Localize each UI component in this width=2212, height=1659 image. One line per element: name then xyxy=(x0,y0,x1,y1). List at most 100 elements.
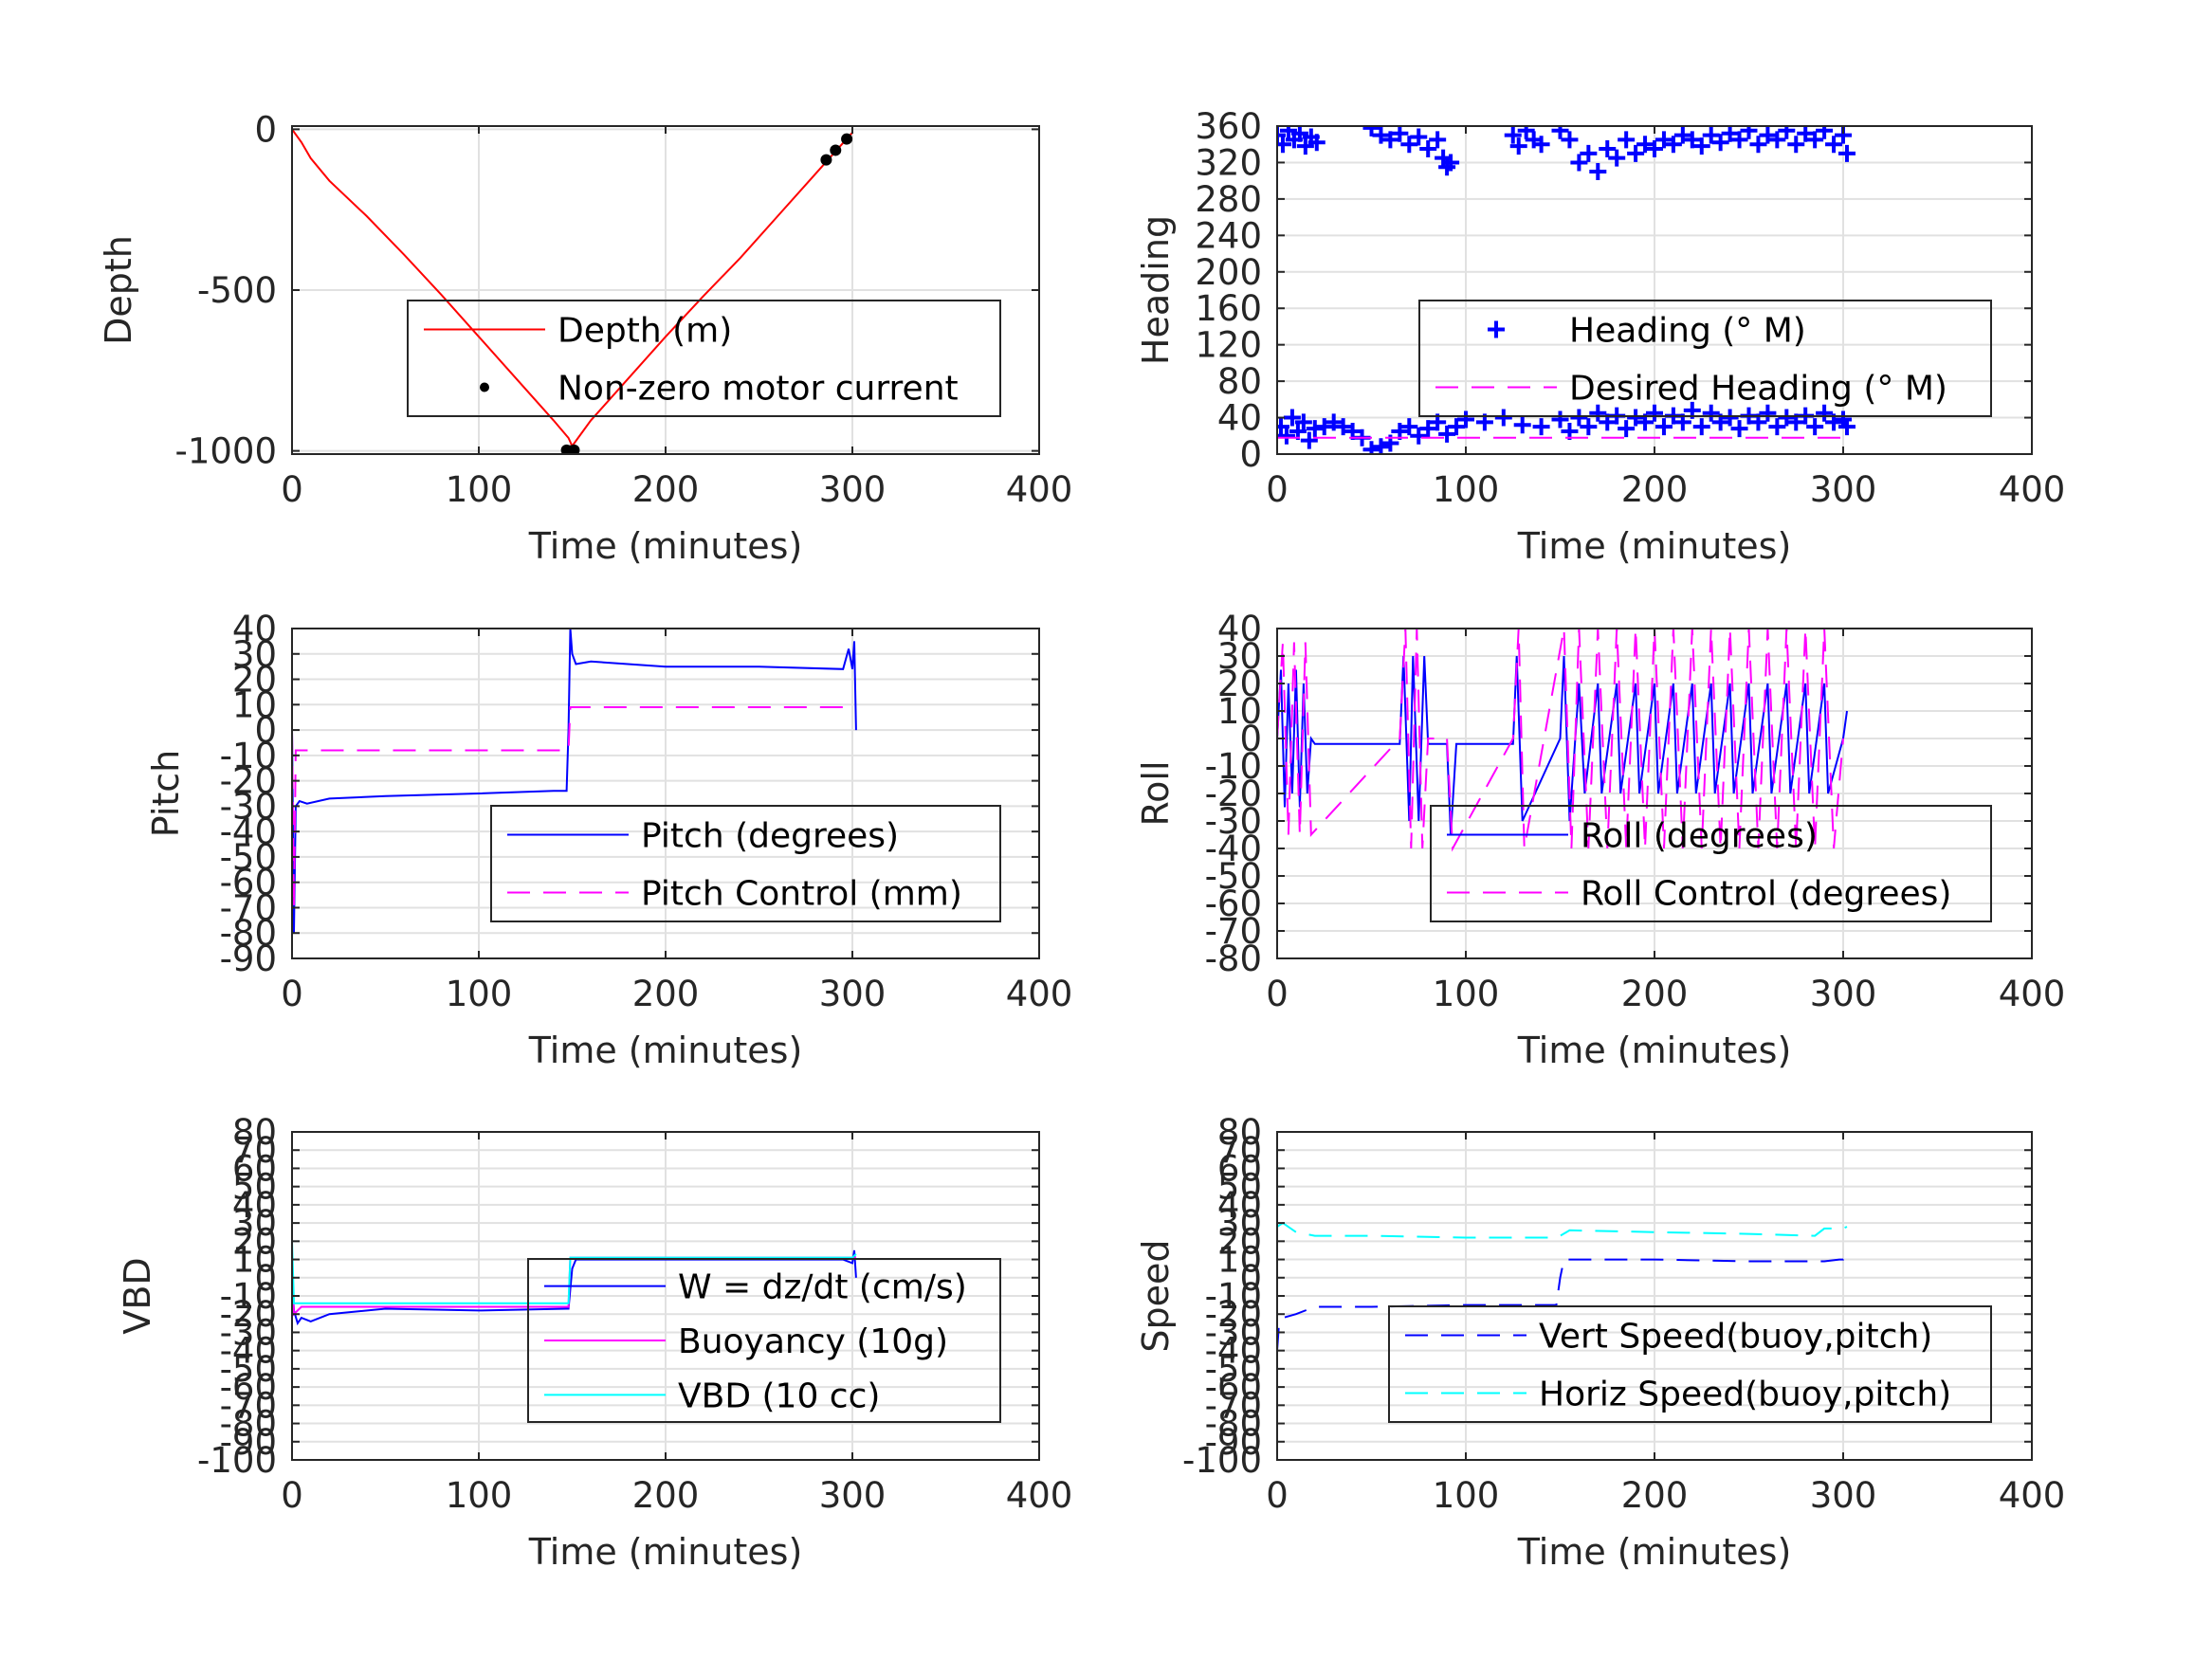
vbd-y-tick-label: 70 xyxy=(232,1130,277,1171)
vbd-legend: W = dz/dt (cm/s) Buoyancy (10g) VBD (10 cc… xyxy=(527,1258,1001,1423)
speed-y-tick-label: -90 xyxy=(1205,1422,1262,1463)
heading-series-heading-m-point xyxy=(1825,136,1843,154)
speed-y-tick-label: 30 xyxy=(1217,1203,1262,1244)
heading-series-heading-m-point xyxy=(1570,154,1588,172)
heading-series-heading-m-point xyxy=(1429,131,1447,149)
heading-y-tick-label: 320 xyxy=(1195,142,1262,183)
speed-legend-box xyxy=(1388,1305,1992,1423)
heading-series-heading-m-point xyxy=(1400,136,1418,154)
speed-y-tick-label: -20 xyxy=(1205,1294,1262,1335)
heading-legend-label-desired-heading-m: Desired Heading (° M) xyxy=(1569,370,1947,409)
heading-chart: 0 100 200 300 40004080120160200240280320360T… xyxy=(1135,106,2065,567)
heading-series-heading-m-point xyxy=(1400,418,1418,436)
depth-x-tick-label: 0 xyxy=(281,469,303,510)
heading-series-heading-m-point xyxy=(1410,427,1428,445)
heading-series-heading-m-point xyxy=(1517,126,1535,139)
roll-legend-label-roll-degrees: Roll (degrees) xyxy=(1581,817,1818,856)
heading-series-heading-m-point xyxy=(1636,136,1654,154)
heading-y-axis-label: Heading xyxy=(1135,215,1177,365)
speed-y-tick-label: -70 xyxy=(1205,1385,1262,1426)
depth-legend-label-non-zero-motor-current: Non-zero motor current xyxy=(558,370,959,409)
vbd-series-w-dz-dt-cm-s xyxy=(292,1249,857,1326)
heading-y-tick-label: 40 xyxy=(1217,398,1262,439)
pitch-y-tick-label: -40 xyxy=(220,811,277,852)
heading-series-heading-m-point xyxy=(1457,410,1474,428)
heading-series-heading-m-point xyxy=(1580,144,1598,162)
depth-legend: Depth (m) Non-zero motor current xyxy=(407,300,1001,417)
heading-x-axis-label: Time (minutes) xyxy=(1517,525,1792,567)
heading-series-heading-m-point xyxy=(1654,418,1673,436)
pitch-x-tick-label: 300 xyxy=(819,974,887,1014)
heading-series-heading-m-point xyxy=(1778,126,1796,139)
heading-legend-swatch-heading-m xyxy=(1488,320,1505,338)
vbd-series-vbd-10-cc xyxy=(292,1241,857,1304)
speed-series-group xyxy=(1277,1221,1848,1351)
heading-series-heading-m-point xyxy=(1419,420,1437,438)
pitch-y-tick-label: -20 xyxy=(220,761,277,802)
vbd-y-axis-label: VBD xyxy=(117,1257,158,1334)
heading-y-tick-label: 120 xyxy=(1195,325,1262,366)
vbd-y-tick-label: -20 xyxy=(220,1294,277,1335)
heading-series-heading-m-point xyxy=(1438,425,1456,443)
heading-series-heading-m-point xyxy=(1740,126,1758,139)
heading-series-heading-m-point xyxy=(1618,131,1636,149)
vbd-x-tick-label: 200 xyxy=(632,1475,700,1516)
roll-y-tick-label: -30 xyxy=(1205,801,1262,842)
vbd-y-tick-label: -10 xyxy=(220,1276,277,1317)
pitch-legend-label-pitch-control-mm: Pitch Control (mm) xyxy=(641,875,962,914)
heading-series-heading-m-point xyxy=(1837,418,1856,436)
heading-series-heading-m-point xyxy=(1778,409,1796,427)
heading-series-heading-m-point xyxy=(1325,413,1343,431)
heading-series-heading-m-point xyxy=(1381,131,1399,149)
speed-x-tick-label: 300 xyxy=(1810,1475,1877,1516)
speed-x-tick-label: 100 xyxy=(1433,1475,1500,1516)
heading-series-heading-m-point xyxy=(1296,137,1314,155)
depth-series-depth-m xyxy=(292,128,853,448)
roll-x-tick-label: 300 xyxy=(1810,974,1877,1014)
heading-series-heading-m-point xyxy=(1702,126,1720,144)
depth-chart: 0 100 200 300 400 0 -500 -1000 Time (minutes) Dep… xyxy=(98,109,1072,567)
depth-y-tick-label: 0 xyxy=(254,109,277,150)
heading-legend: Heading (° M) Desired Heading (° M) xyxy=(1418,300,1992,417)
roll-x-tick-label: 0 xyxy=(1266,974,1289,1014)
vbd-y-tick-label: 10 xyxy=(232,1240,277,1281)
pitch-chart: 0 100 200 300 400403020100-10-20-30-40-50-60… xyxy=(145,609,1072,1071)
heading-series-heading-m-point xyxy=(1509,137,1527,155)
heading-series-heading-m-point xyxy=(1806,131,1824,149)
roll-series-group xyxy=(1277,629,1848,852)
heading-series-heading-m-point xyxy=(1372,126,1390,144)
heading-series-heading-m-point xyxy=(1683,131,1701,149)
heading-y-tick-label: 280 xyxy=(1195,179,1262,220)
vbd-x-tick-label: 0 xyxy=(281,1475,303,1516)
speed-y-tick-label: -50 xyxy=(1205,1349,1262,1390)
heading-y-tick-label: 0 xyxy=(1239,434,1262,475)
vbd-legend-label-w-dz-dt-cm-s: W = dz/dt (cm/s) xyxy=(678,1268,967,1307)
depth-x-axis-label: Time (minutes) xyxy=(528,525,803,567)
heading-series-heading-m-point xyxy=(1816,404,1834,422)
pitch-x-tick-label: 0 xyxy=(281,974,303,1014)
pitch-y-tick-label: -90 xyxy=(220,939,277,979)
heading-x-tick-label: 200 xyxy=(1621,469,1689,510)
pitch-y-tick-label: -80 xyxy=(220,913,277,954)
speed-y-tick-label: -80 xyxy=(1205,1404,1262,1445)
heading-series-heading-m-point xyxy=(1410,128,1428,146)
heading-y-tick-label: 360 xyxy=(1195,106,1262,147)
roll-x-axis-label: Time (minutes) xyxy=(1517,1030,1792,1071)
roll-x-tick-label: 200 xyxy=(1621,974,1689,1014)
heading-series-heading-m-point xyxy=(1787,136,1805,154)
vbd-y-tick-label: -100 xyxy=(197,1440,277,1481)
heading-y-tick-label: 240 xyxy=(1195,215,1262,256)
heading-series-heading-m-point xyxy=(1589,404,1607,422)
heading-series-heading-m-point xyxy=(1627,144,1645,162)
heading-series-heading-m-point xyxy=(1362,441,1380,454)
heading-series-heading-m-point xyxy=(1589,163,1607,181)
vbd-y-tick-label: 40 xyxy=(232,1185,277,1226)
vbd-y-tick-label: 60 xyxy=(232,1148,277,1189)
pitch-y-tick-label: 20 xyxy=(232,660,277,701)
roll-y-tick-label: -70 xyxy=(1205,911,1262,952)
vbd-y-tick-label: 0 xyxy=(254,1258,277,1299)
vbd-legend-label-buoyancy-10g: Buoyancy (10g) xyxy=(678,1322,948,1361)
vbd-y-tick-label: -90 xyxy=(220,1422,277,1463)
pitch-y-tick-label: 10 xyxy=(232,684,277,725)
speed-y-tick-label: 80 xyxy=(1217,1112,1262,1153)
